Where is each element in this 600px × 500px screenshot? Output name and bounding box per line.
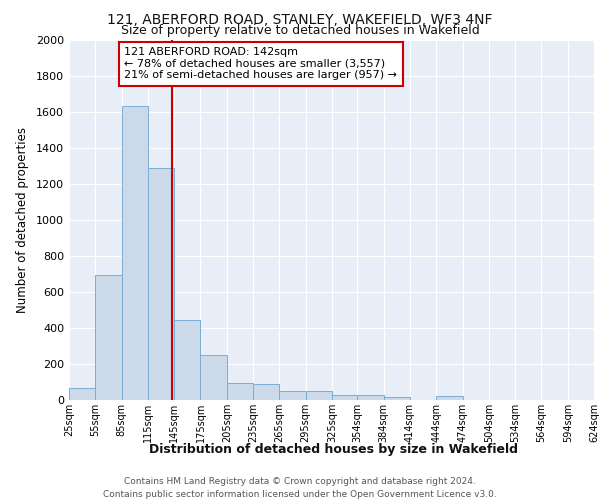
Text: 121 ABERFORD ROAD: 142sqm
← 78% of detached houses are smaller (3,557)
21% of se: 121 ABERFORD ROAD: 142sqm ← 78% of detac…	[124, 47, 397, 80]
Bar	[383, 398, 410, 400]
Text: Distribution of detached houses by size in Wakefield: Distribution of detached houses by size …	[149, 442, 517, 456]
Bar	[69, 388, 95, 400]
Bar	[122, 106, 148, 400]
Bar	[332, 394, 358, 400]
Bar	[174, 320, 200, 400]
Bar	[95, 275, 122, 400]
Bar	[280, 391, 305, 400]
Bar	[305, 391, 332, 400]
Text: 121, ABERFORD ROAD, STANLEY, WAKEFIELD, WF3 4NF: 121, ABERFORD ROAD, STANLEY, WAKEFIELD, …	[107, 12, 493, 26]
Text: Contains HM Land Registry data © Crown copyright and database right 2024.
Contai: Contains HM Land Registry data © Crown c…	[103, 478, 497, 499]
Bar	[358, 394, 383, 400]
Bar	[148, 168, 174, 400]
Bar	[227, 383, 253, 400]
Bar	[436, 396, 463, 400]
Y-axis label: Number of detached properties: Number of detached properties	[16, 127, 29, 313]
Bar	[200, 355, 227, 400]
Bar	[253, 384, 280, 400]
Text: Size of property relative to detached houses in Wakefield: Size of property relative to detached ho…	[121, 24, 479, 37]
